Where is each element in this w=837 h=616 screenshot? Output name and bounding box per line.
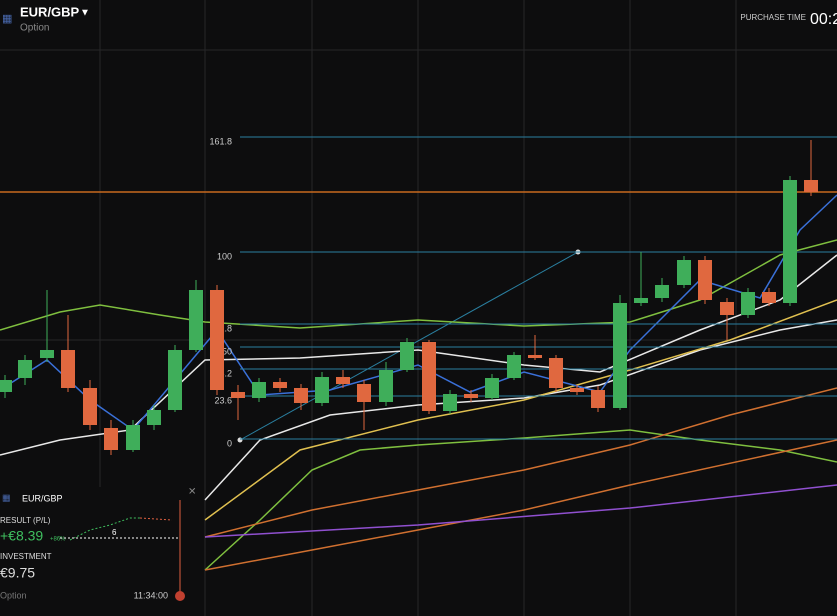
candle-body — [485, 378, 499, 398]
candle-body — [422, 342, 436, 411]
expiry-dot — [175, 591, 185, 601]
candle-body — [400, 342, 414, 370]
candle-body — [61, 350, 75, 388]
candle-body — [210, 290, 224, 390]
candle-body — [357, 384, 371, 402]
fib-label: 0 — [227, 438, 232, 448]
candle-body — [762, 292, 776, 303]
candle-body — [655, 285, 669, 298]
fib-label: 23.6 — [214, 395, 232, 405]
purchase-time-label: PURCHASE TIME — [740, 13, 806, 22]
candle-body — [720, 302, 734, 315]
marker: 6 — [112, 528, 117, 537]
candle-body — [443, 394, 457, 411]
candle-body — [379, 370, 393, 402]
subtitle: Option — [20, 23, 49, 34]
fibonacci: 161.810061.85038.223.60 — [209, 136, 837, 448]
widget-symbol: EUR/GBP — [22, 493, 63, 503]
flag-icon: ▦ — [2, 492, 11, 502]
type: Option — [0, 590, 27, 600]
candle-body — [783, 180, 797, 303]
candle-body — [231, 392, 245, 398]
flag-icon: ▦ — [2, 13, 12, 25]
fib-label: 161.8 — [209, 136, 232, 146]
candle-body — [252, 382, 266, 398]
candle-body — [294, 388, 308, 403]
candle-body — [40, 350, 54, 358]
candle-body — [168, 350, 182, 410]
candle-body — [591, 390, 605, 408]
position-widget — [0, 487, 200, 616]
dropdown-arrow[interactable]: ▼ — [80, 8, 90, 19]
candle-body — [83, 388, 97, 425]
candle-body — [677, 260, 691, 285]
expiry-time: 11:34:00 — [134, 590, 168, 600]
indicators — [0, 194, 837, 571]
candle-body — [741, 292, 755, 315]
candle-body — [147, 410, 161, 425]
candle-body — [104, 428, 118, 450]
mini-chart — [139, 517, 173, 521]
symbol[interactable]: EUR/GBP — [20, 4, 80, 19]
purchase-time: 00:2 — [810, 11, 837, 28]
result: +€8.39 — [0, 528, 43, 544]
candle-body — [634, 298, 648, 303]
investment-label: INVESTMENT — [0, 552, 52, 561]
candle-body — [315, 377, 329, 403]
payout: +86% — [50, 537, 66, 543]
candle-body — [804, 180, 818, 192]
candle-body — [464, 394, 478, 398]
fib-label: 100 — [217, 251, 232, 261]
candle-body — [570, 388, 584, 392]
fib-anchor — [237, 437, 243, 443]
candle-body — [273, 382, 287, 388]
candle-body — [613, 303, 627, 408]
candle-body — [528, 355, 542, 358]
candle-body — [18, 360, 32, 378]
candle-body — [126, 425, 140, 450]
candle-body — [698, 260, 712, 300]
candle-body — [549, 358, 563, 388]
close-button[interactable]: ✕ — [188, 487, 196, 498]
fib-label: 50 — [222, 346, 232, 356]
candle-body — [336, 377, 350, 384]
result-label: RESULT (P/L) — [0, 516, 51, 525]
candle-body — [507, 355, 521, 378]
candle-body — [0, 380, 12, 392]
candles — [0, 140, 818, 455]
investment: €9.75 — [0, 565, 35, 581]
candle-body — [189, 290, 203, 350]
